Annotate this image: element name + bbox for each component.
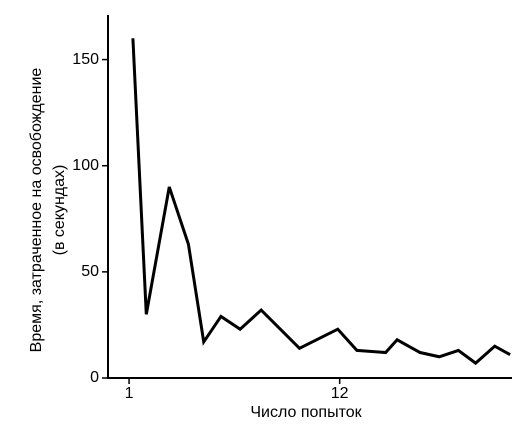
y-tick-label: 0 — [90, 369, 99, 386]
data-line — [131, 38, 511, 366]
y-tick-label: 100 — [72, 157, 99, 174]
x-axis-label: Число попыток — [250, 404, 362, 421]
y-tick-label: 50 — [81, 263, 99, 280]
y-axis-label: (в секундах) — [51, 165, 68, 256]
x-tick-label: 12 — [331, 385, 349, 402]
y-tick-label: 150 — [72, 51, 99, 68]
y-axis-label: Время, затраченное на освобождение — [28, 68, 45, 353]
x-tick-label: 1 — [125, 385, 134, 402]
